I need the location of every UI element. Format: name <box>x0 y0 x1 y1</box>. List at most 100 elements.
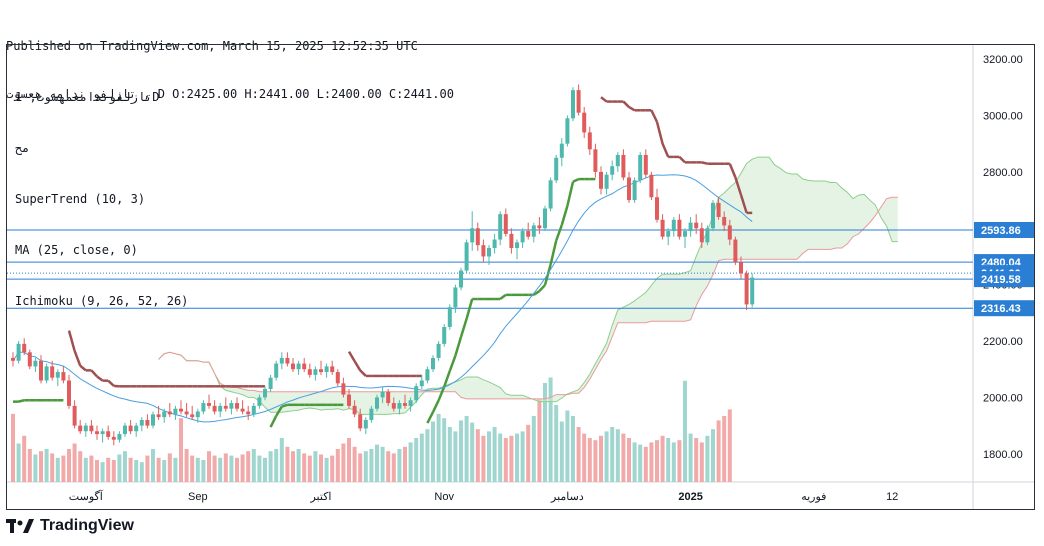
candle-body <box>599 171 603 189</box>
candle-body <box>44 366 49 381</box>
supertrend-segment <box>454 336 463 357</box>
volume-bar <box>240 454 245 482</box>
candle-body <box>487 247 491 257</box>
volume-bar <box>548 377 553 482</box>
volume-bar <box>386 451 391 482</box>
candle-body <box>391 403 396 409</box>
candle-body <box>459 270 463 288</box>
chart-frame[interactable]: 1800.002000.002200.002400.002600.002800.… <box>6 44 1035 510</box>
volume-bar <box>229 455 234 482</box>
volume-bar <box>212 455 217 482</box>
candle-body <box>705 228 710 243</box>
volume-bar <box>380 446 385 482</box>
supertrend-segment <box>353 360 362 372</box>
supertrend-segment <box>459 318 468 338</box>
volume-bar <box>492 427 497 482</box>
candle-body <box>358 414 363 429</box>
candle-body <box>408 400 413 406</box>
candle-body <box>341 383 346 395</box>
candle-body <box>520 231 525 243</box>
candle-body <box>139 419 144 426</box>
volume-bar <box>27 449 32 482</box>
candle-body <box>268 377 273 389</box>
volume-bar <box>50 453 55 482</box>
volume-bar <box>391 453 396 482</box>
volume-bar <box>470 422 475 482</box>
x-tick-label: 12 <box>886 491 898 503</box>
candle-body <box>660 219 665 237</box>
volume-bar <box>16 443 21 482</box>
candle-body <box>526 231 531 237</box>
supertrend-segment <box>560 205 569 226</box>
candle-body <box>425 369 430 381</box>
volume-bar <box>134 460 139 482</box>
y-tick-label: 3200.00 <box>983 54 1023 66</box>
price-line-label: 2316.43 <box>981 303 1021 315</box>
candle-body <box>554 157 559 181</box>
volume-bar <box>139 462 144 482</box>
volume-bar <box>610 427 615 482</box>
ichimoku-span-a <box>158 156 898 415</box>
price-line-label: 2593.86 <box>981 225 1021 237</box>
candle-body <box>27 352 32 367</box>
supertrend-segment <box>96 375 104 382</box>
candle-body <box>72 405 77 426</box>
volume-bar <box>711 429 715 482</box>
candle-body <box>677 219 682 237</box>
x-tick-label: دسامبر <box>550 491 584 503</box>
volume-bar <box>565 410 570 482</box>
candle-body <box>442 326 447 344</box>
volume-bar <box>78 451 83 482</box>
candle-body <box>235 403 239 409</box>
x-tick-label: Sep <box>188 491 208 503</box>
candle-body <box>319 369 323 373</box>
candle-body <box>352 405 357 415</box>
footer-brand: TradingView <box>6 517 134 535</box>
candle-body <box>436 343 441 358</box>
volume-bar <box>67 449 71 482</box>
volume-bar <box>313 451 318 482</box>
candle-body <box>380 391 385 398</box>
candle-body <box>453 287 458 308</box>
volume-bar <box>655 440 659 482</box>
candle-body <box>655 197 659 220</box>
legend-ichimoku[interactable]: Ichimoku (9, 26, 52, 26) <box>15 294 189 308</box>
volume-bar <box>330 455 335 482</box>
candle-body <box>615 154 620 167</box>
candle-body <box>156 414 161 418</box>
candle-body <box>498 214 503 240</box>
supertrend-segment <box>739 194 748 214</box>
candle-body <box>750 277 755 305</box>
candle-body <box>363 419 368 429</box>
volume-bar <box>285 446 290 482</box>
candle-body <box>50 366 55 378</box>
candle-body <box>184 411 189 415</box>
price-chart[interactable]: 1800.002000.002200.002400.002600.002800.… <box>7 45 1034 509</box>
candle-body <box>621 154 626 178</box>
volume-bar <box>123 451 127 482</box>
volume-bar <box>660 435 665 482</box>
candle-body <box>162 411 167 418</box>
x-tick-label: Nov <box>434 491 454 503</box>
volume-bar <box>666 438 671 482</box>
supertrend-segment <box>628 105 636 112</box>
candle-body <box>369 408 374 420</box>
candle-body <box>106 431 111 437</box>
candle-body <box>593 149 598 172</box>
supertrend-segment <box>347 351 356 362</box>
y-tick-label: 2200.00 <box>983 336 1023 348</box>
legend-supertrend[interactable]: SuperTrend (10, 3) <box>15 192 146 206</box>
legend-symbol[interactable]: تازلفوندامعمهسوت, 1D <box>15 90 160 104</box>
volume-bar <box>11 413 15 482</box>
volume-bar <box>22 435 27 482</box>
volume-bar <box>89 455 94 482</box>
supertrend-segment <box>661 143 670 158</box>
candle-body <box>246 411 251 415</box>
candle-body <box>111 436 116 440</box>
volume-bar <box>503 438 508 482</box>
volume-bar <box>397 449 402 482</box>
volume-bar <box>699 442 704 482</box>
legend-ma[interactable]: MA (25, close, 0) <box>15 243 138 257</box>
supertrend-segment <box>275 405 283 417</box>
candle-body <box>223 405 228 409</box>
